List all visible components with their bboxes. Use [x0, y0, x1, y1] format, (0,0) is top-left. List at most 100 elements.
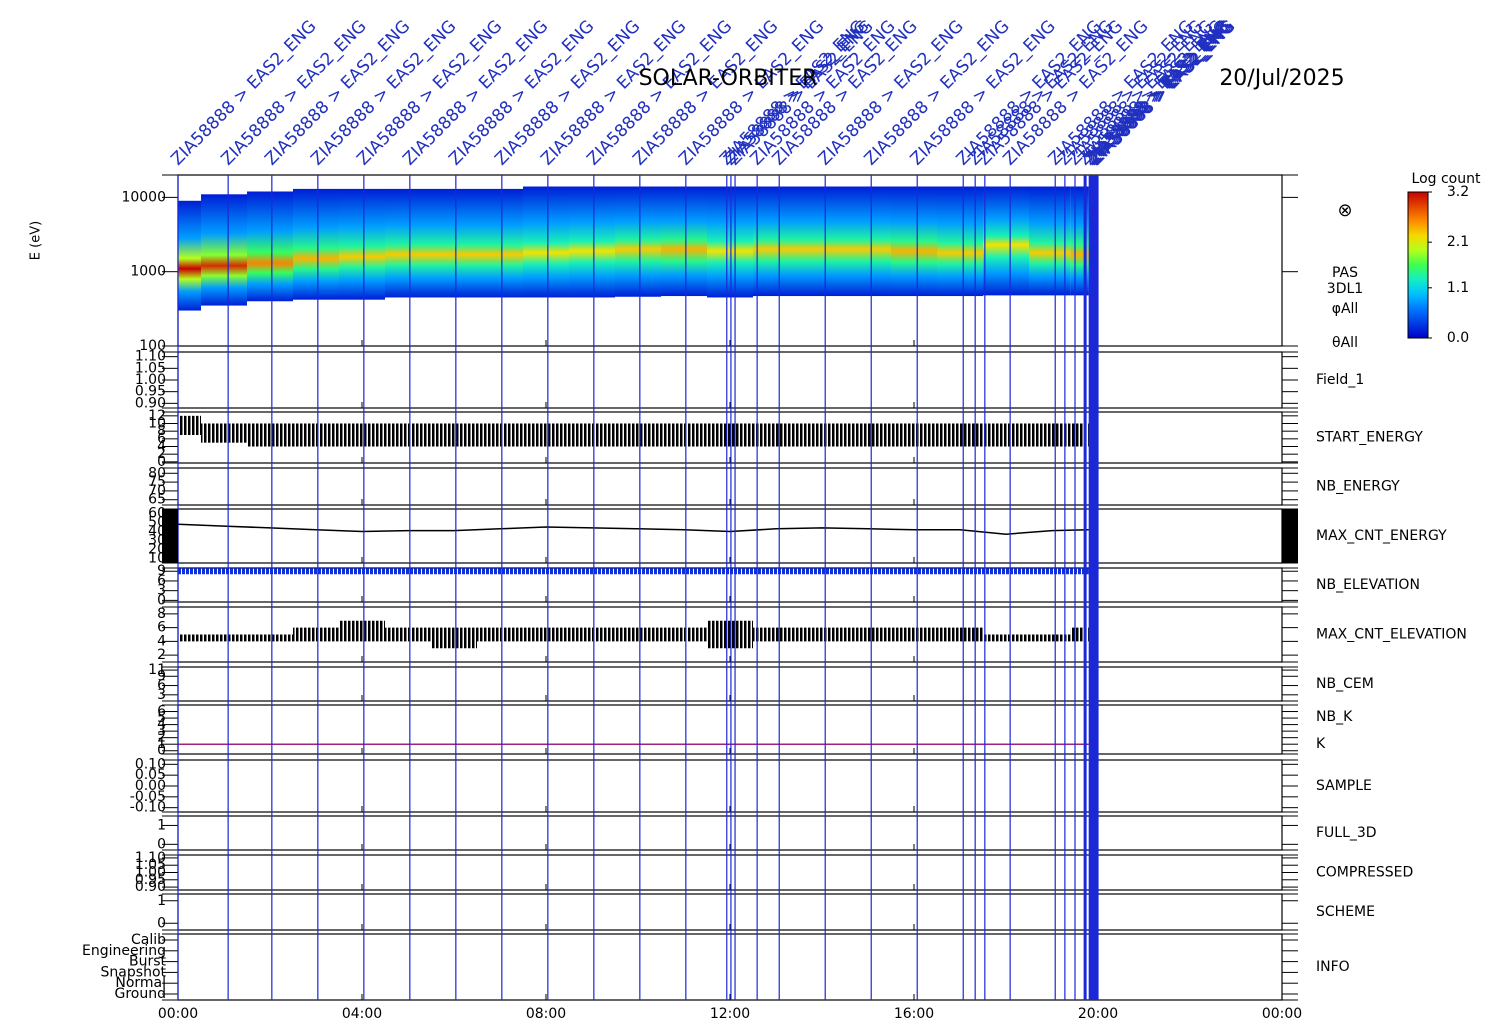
chart-date: 20/Jul/2025: [1219, 66, 1344, 91]
x-tick-label: 08:00: [526, 1006, 566, 1020]
range-bar: [983, 423, 1029, 447]
axis-block: [162, 509, 178, 563]
y-tick-label: 70: [148, 483, 166, 499]
colorbar: [1407, 191, 1429, 339]
y-tick-label: 1.10: [135, 349, 166, 365]
spectrogram-column: [707, 186, 753, 298]
y-tick-label: 3: [157, 723, 166, 739]
y-tick-label: 1.00: [135, 372, 166, 388]
range-bar: [523, 627, 569, 642]
y-axis-label: E (eV): [29, 221, 44, 260]
y-tick-label: 60: [148, 506, 166, 522]
colorbar-tick-label: 0.0: [1447, 330, 1469, 346]
y-tick-label: 50: [148, 515, 166, 531]
spectrogram-column: [569, 186, 615, 298]
spectrogram-column: [431, 188, 477, 298]
y-tick-label: 1: [157, 736, 166, 752]
panel-frame: [177, 508, 1283, 564]
range-bar: [178, 415, 201, 436]
y-tick-label: 30: [148, 533, 166, 549]
spectrogram-column: [615, 186, 661, 297]
y-tick-label: 11: [148, 662, 166, 678]
y-tick-label: 3: [157, 583, 166, 599]
y-tick-label: 8: [157, 606, 166, 622]
y-tick-label: 1.00: [135, 865, 166, 881]
y-tick-label: 10000: [121, 189, 166, 205]
y-tick-label: 6: [157, 431, 166, 447]
panel-symbol: ⊗: [1337, 200, 1352, 221]
y-tick-label: 9: [157, 563, 166, 579]
range-bar: [431, 627, 477, 649]
range-bar: [799, 423, 845, 447]
y-tick-label: Engineering: [82, 943, 166, 959]
spectrogram-column: [799, 186, 845, 297]
range-bar: [477, 627, 523, 642]
range-bar: [753, 627, 799, 642]
spectrogram-column: [937, 186, 983, 297]
panel-frame: [177, 351, 1283, 409]
panel-label: 3DL1: [1327, 281, 1363, 297]
y-tick-label: 20: [148, 542, 166, 558]
y-tick-label: 5: [157, 710, 166, 726]
y-tick-label: 4: [157, 633, 166, 649]
range-bar: [661, 423, 707, 447]
panel-label: SAMPLE: [1316, 778, 1372, 794]
spectrogram-column: [339, 188, 385, 300]
range-bar: [201, 423, 247, 443]
range-bar: [201, 634, 247, 642]
range-bar: [569, 627, 615, 642]
spectrogram-column: [845, 186, 891, 297]
range-bar: [937, 627, 983, 642]
y-tick-label: -0.10: [130, 800, 166, 816]
range-bar: [293, 423, 339, 447]
y-tick-label: 100: [139, 338, 166, 354]
panel-label: Field_1: [1316, 372, 1364, 388]
spectrogram-column: [891, 186, 937, 297]
spectrogram-column: [1029, 186, 1071, 296]
panel-label: NB_K: [1316, 709, 1353, 725]
y-tick-label: 10: [148, 551, 166, 567]
y-tick-label: 6: [157, 678, 166, 694]
panel-frame: [177, 759, 1283, 813]
y-tick-label: 0.90: [135, 879, 166, 895]
range-bar: [845, 423, 891, 447]
panel-label: NB_ENERGY: [1316, 479, 1400, 495]
colorbar-tick-label: 1.1: [1447, 280, 1469, 296]
y-tick-label: 6: [157, 573, 166, 589]
y-tick-label: 0: [157, 836, 166, 852]
y-tick-label: 40: [148, 524, 166, 540]
x-tick-label: 04:00: [342, 1006, 382, 1020]
y-tick-label: Snapshot: [101, 964, 167, 980]
panel-label: FULL_3D: [1316, 825, 1377, 841]
range-bar: [1029, 423, 1071, 447]
panel-label: MAX_CNT_ENERGY: [1316, 528, 1447, 544]
range-bar: [293, 627, 339, 642]
colorbar-tick-label: 3.2: [1447, 184, 1469, 200]
y-tick-label: 6: [157, 704, 166, 720]
y-tick-label: 9: [157, 668, 166, 684]
range-bar: [707, 620, 753, 649]
y-tick-label: 12: [148, 408, 166, 424]
y-tick-label: 0.95: [135, 872, 166, 888]
panel-label: START_ENERGY: [1316, 430, 1423, 446]
spectrogram-column: [293, 188, 339, 300]
y-tick-label: 4: [157, 717, 166, 733]
panel-label: θAll: [1332, 335, 1358, 351]
y-tick-label: 65: [148, 492, 166, 508]
range-bar: [569, 423, 615, 447]
y-tick-label: 1: [157, 817, 166, 833]
spectrogram-column: [753, 186, 799, 297]
y-tick-label: Ground: [115, 986, 167, 1002]
spectrogram-column: [661, 186, 707, 297]
y-tick-label: 0: [157, 915, 166, 931]
y-tick-label: 3: [157, 687, 166, 703]
x-tick-label: 12:00: [710, 1006, 750, 1020]
y-tick-label: 75: [148, 474, 166, 490]
y-tick-label: Burst: [129, 954, 167, 970]
range-bar: [178, 634, 201, 642]
range-bar: [707, 423, 753, 447]
range-bar: [431, 423, 477, 447]
panel-label: K: [1316, 736, 1326, 752]
panel-label: NB_CEM: [1316, 676, 1374, 692]
y-tick-label: 10: [148, 416, 166, 432]
